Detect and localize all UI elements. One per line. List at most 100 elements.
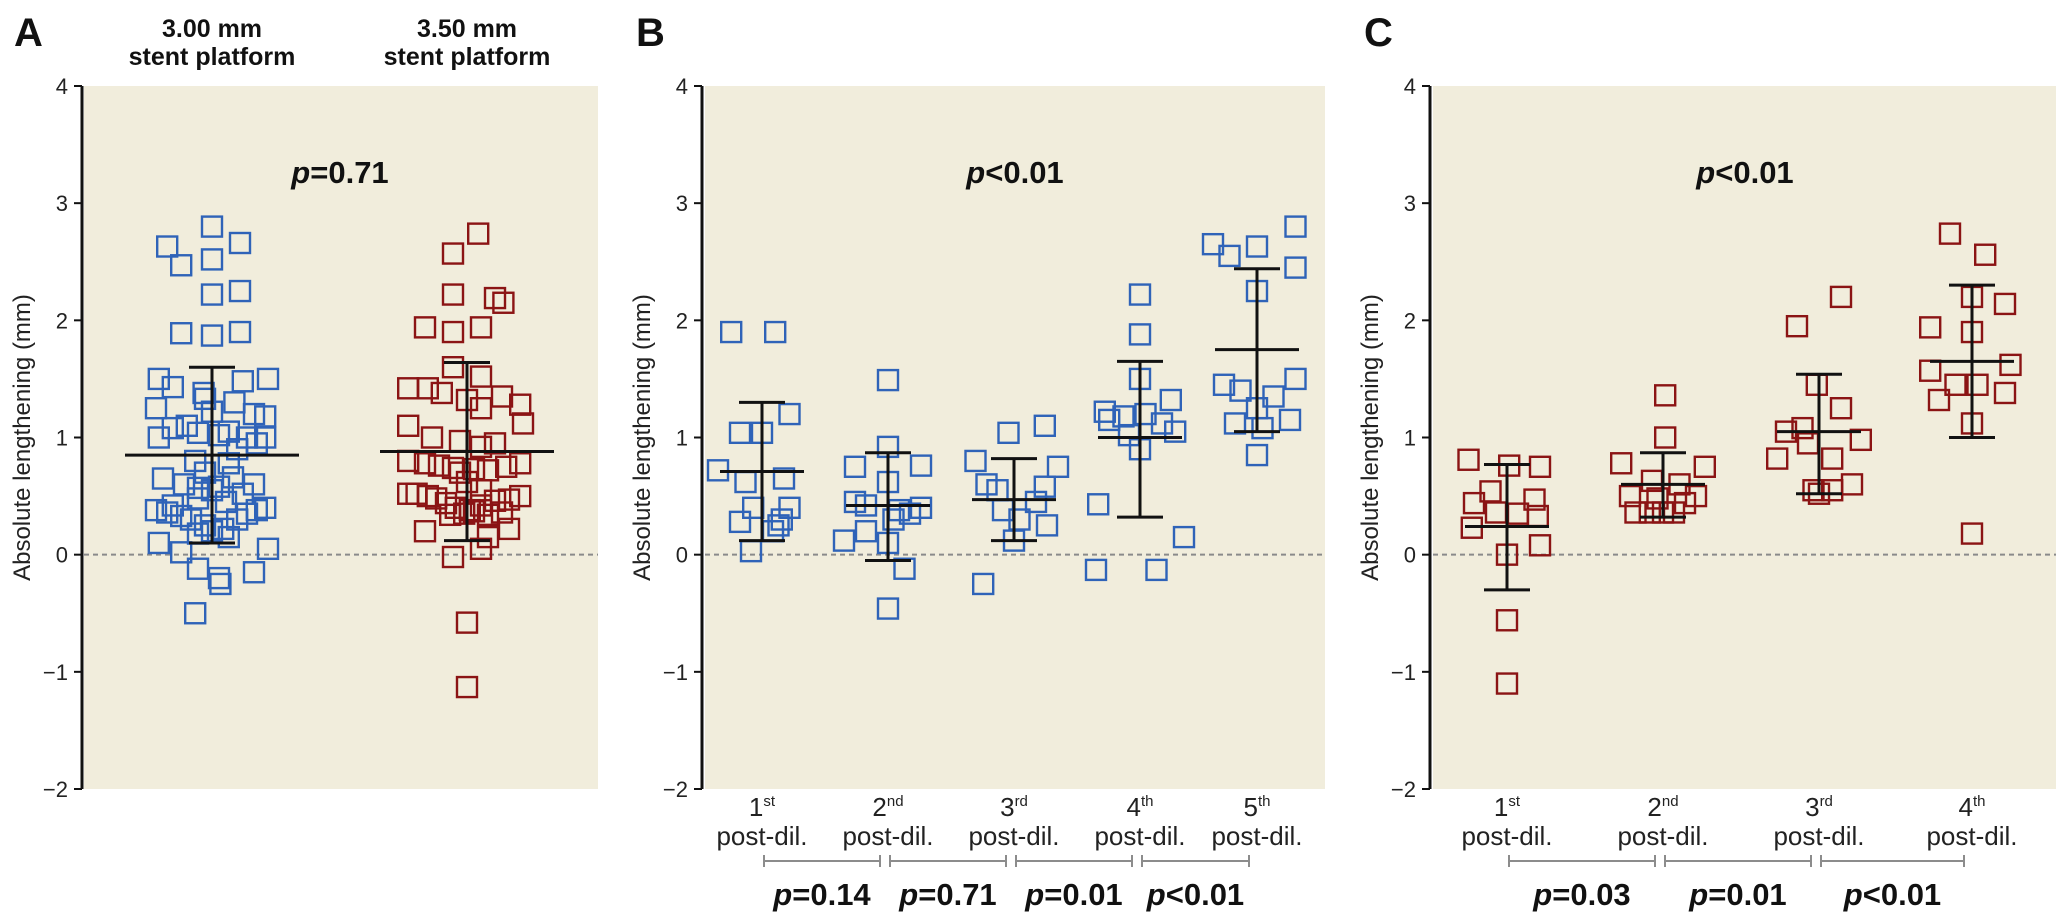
x-category-label: post-dil.	[716, 821, 807, 851]
data-point	[193, 461, 217, 484]
data-point	[416, 377, 439, 400]
x-category-ordinal: 2nd	[1647, 792, 1678, 822]
data-point	[1849, 428, 1873, 452]
data-point	[1097, 408, 1121, 432]
pairwise-p-value: p=0.71	[898, 877, 996, 912]
data-point	[200, 324, 224, 347]
overall-p-value: p=0.71	[290, 155, 388, 190]
y-tick-label: −2	[663, 777, 688, 802]
data-point	[1653, 426, 1677, 449]
data-point	[1999, 353, 2022, 377]
data-point	[1163, 420, 1187, 443]
data-point	[1653, 384, 1677, 407]
y-tick-label: 2	[1404, 308, 1416, 333]
data-point	[720, 320, 743, 344]
y-tick-label: 4	[56, 74, 68, 99]
x-category-label: post-dil.	[1094, 821, 1185, 851]
data-point	[183, 602, 207, 625]
y-tick-label: 2	[56, 308, 68, 333]
data-point	[1802, 479, 1825, 502]
data-point	[764, 320, 787, 344]
panel-letter: C	[1364, 11, 1393, 55]
data-point	[217, 525, 241, 549]
y-tick-label: 1	[676, 426, 688, 451]
data-point	[441, 283, 465, 306]
plot-background	[84, 86, 598, 789]
data-point	[1284, 367, 1307, 391]
data-point	[209, 572, 232, 596]
x-category-ordinal: 5th	[1244, 792, 1271, 822]
data-point	[207, 423, 231, 447]
group-header-line1: 3.50 mm	[417, 15, 517, 43]
data-point	[767, 514, 790, 537]
data-point	[1112, 405, 1135, 428]
data-point	[147, 531, 171, 555]
y-tick-label: −1	[663, 660, 688, 685]
data-point	[898, 502, 922, 525]
data-point	[147, 426, 171, 449]
data-point	[728, 510, 752, 534]
y-tick-label: 4	[1404, 74, 1416, 99]
data-point	[832, 529, 856, 552]
data-point	[1145, 558, 1168, 582]
data-point	[1150, 412, 1174, 435]
data-point	[476, 525, 500, 549]
data-point	[469, 365, 493, 388]
y-tick-label: 0	[1404, 543, 1416, 568]
y-tick-label: 2	[676, 308, 688, 333]
y-axis-title: Absolute lengthening (mm)	[1357, 294, 1384, 581]
data-point	[1245, 235, 1269, 258]
data-point	[453, 502, 476, 525]
data-point	[441, 320, 465, 344]
y-tick-label: −1	[43, 660, 68, 685]
x-category-label: post-dil.	[1773, 821, 1864, 851]
plot-background	[705, 86, 1325, 789]
data-point	[893, 557, 916, 580]
data-point	[1251, 416, 1274, 440]
x-category-ordinal: 4th	[1127, 792, 1154, 822]
data-point	[1128, 283, 1152, 306]
data-point	[1457, 448, 1480, 471]
data-point	[147, 367, 171, 391]
data-point	[1973, 243, 1997, 266]
data-point	[1462, 491, 1486, 515]
data-point	[1212, 373, 1236, 396]
data-point	[1609, 452, 1633, 475]
data-point	[455, 675, 479, 699]
data-point	[509, 452, 532, 475]
data-point	[490, 501, 514, 524]
data-point	[1046, 455, 1070, 478]
data-point	[207, 566, 231, 590]
data-point	[256, 367, 280, 391]
data-point	[1829, 397, 1853, 420]
data-point	[772, 467, 796, 490]
data-point	[1086, 493, 1110, 516]
data-point	[509, 393, 532, 416]
data-point	[972, 572, 995, 596]
panel-a: A4 3 2 1 0 −1 −2 Absolute lengthening (mm) p=0.7…	[9, 11, 598, 802]
data-point	[169, 541, 193, 564]
data-point	[256, 537, 280, 561]
data-point	[1172, 525, 1196, 549]
data-point	[1993, 292, 2017, 316]
data-point	[1944, 373, 1967, 396]
y-tick-label: 1	[1404, 426, 1416, 451]
data-point	[997, 421, 1020, 445]
data-point	[1218, 244, 1241, 268]
panel-b: B4 3 2 1 0 −1 −2 Absolute lengthening (mm) p<0.0…	[629, 11, 1325, 912]
data-point	[497, 488, 521, 511]
x-category-ordinal: 1st	[1494, 792, 1521, 822]
data-point	[441, 242, 465, 265]
data-point	[439, 503, 462, 527]
pairwise-p-value: p=0.01	[1688, 877, 1786, 912]
data-point	[1993, 381, 2017, 405]
y-tick-label: −2	[43, 777, 68, 802]
data-point	[483, 432, 507, 455]
data-point	[169, 254, 193, 277]
data-point	[509, 484, 532, 508]
data-point	[964, 449, 987, 473]
data-point	[511, 412, 535, 435]
data-point	[228, 279, 252, 303]
data-point	[469, 537, 493, 561]
